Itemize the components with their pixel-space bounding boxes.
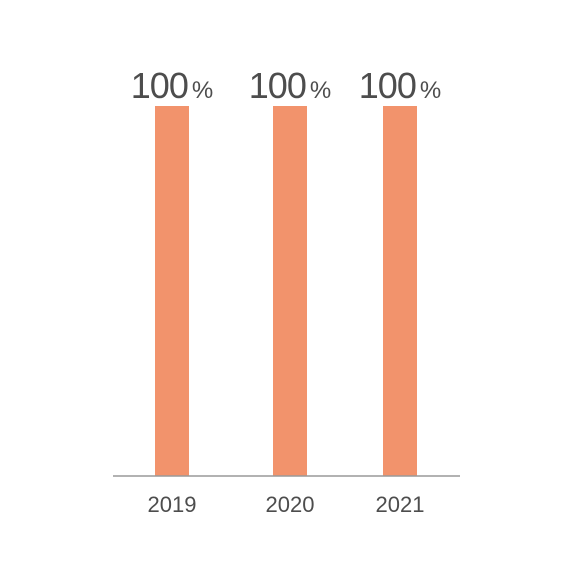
value-label-2019: 100% [131,65,213,106]
x-tick-label-2019: 2019 [148,492,197,517]
x-tick-label-2020: 2020 [266,492,315,517]
x-tick-labels-layer: 2019 2020 2021 [148,492,425,517]
value-label-2020: 100% [249,65,331,106]
bar-2021 [383,106,417,476]
value-label-2021: 100% [359,65,441,106]
bar-2019 [155,106,189,476]
value-unit-2019: % [192,77,213,104]
value-number-2019: 100 [131,65,188,106]
value-number-2021: 100 [359,65,416,106]
value-number-2020: 100 [249,65,306,106]
value-unit-2020: % [310,77,331,104]
bars-layer [155,106,417,476]
x-tick-label-2021: 2021 [376,492,425,517]
value-labels-layer: 100% 100% 100% [131,65,441,106]
bar-2020 [273,106,307,476]
value-unit-2021: % [420,77,441,104]
